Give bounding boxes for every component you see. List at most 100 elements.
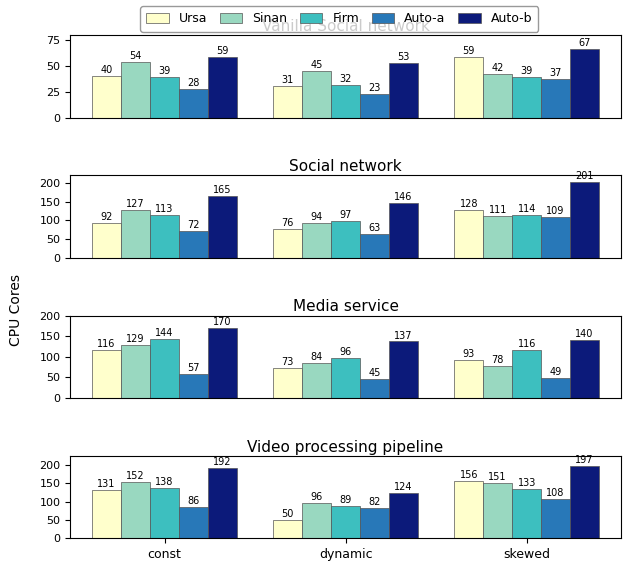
Bar (150, 215, 179, 258)
Bar (389, 493, 418, 538)
Text: 89: 89 (339, 494, 352, 505)
Bar (92, 76, 121, 118)
Bar (331, 85, 360, 118)
Text: 39: 39 (159, 66, 171, 77)
Bar (360, 94, 389, 118)
Text: 39: 39 (520, 66, 532, 77)
Bar (273, 85, 302, 118)
Text: 152: 152 (126, 472, 145, 481)
Text: 49: 49 (550, 367, 562, 377)
Bar (273, 368, 302, 398)
Bar (512, 490, 541, 538)
Text: 63: 63 (369, 223, 381, 233)
Text: 146: 146 (394, 192, 413, 202)
Legend: Ursa, Sinan, Firm, Auto-a, Auto-b: Ursa, Sinan, Firm, Auto-a, Auto-b (140, 6, 538, 32)
Bar (121, 483, 150, 538)
Bar (570, 340, 599, 398)
Text: 151: 151 (488, 472, 507, 482)
Text: 57: 57 (188, 363, 200, 373)
Bar (92, 223, 121, 258)
Bar (179, 507, 208, 538)
Bar (208, 196, 237, 258)
Bar (92, 350, 121, 398)
Bar (360, 508, 389, 538)
Text: 84: 84 (310, 352, 323, 362)
Bar (150, 488, 179, 538)
Text: 59: 59 (216, 46, 228, 56)
Text: 96: 96 (339, 347, 352, 357)
Bar (483, 483, 512, 538)
Text: 97: 97 (339, 211, 352, 221)
Text: 45: 45 (310, 60, 323, 70)
Bar (512, 215, 541, 258)
Text: 197: 197 (575, 455, 594, 465)
Bar (179, 231, 208, 258)
Text: 23: 23 (369, 83, 381, 93)
Bar (179, 89, 208, 118)
Bar (331, 505, 360, 538)
Text: 94: 94 (310, 212, 323, 222)
Text: 144: 144 (156, 328, 173, 338)
Bar (179, 374, 208, 398)
Bar (454, 481, 483, 538)
Bar (302, 71, 331, 118)
Bar (208, 57, 237, 118)
Bar (454, 360, 483, 398)
Text: 76: 76 (282, 218, 294, 228)
Bar (150, 339, 179, 398)
Bar (541, 217, 570, 258)
Bar (360, 234, 389, 258)
Bar (389, 63, 418, 118)
Text: 50: 50 (282, 509, 294, 519)
Text: 116: 116 (518, 339, 536, 349)
Text: 45: 45 (369, 369, 381, 378)
Bar (302, 363, 331, 398)
Bar (454, 210, 483, 258)
Text: 128: 128 (460, 199, 478, 209)
Text: 201: 201 (575, 171, 594, 181)
Text: 192: 192 (213, 457, 232, 467)
Bar (483, 216, 512, 258)
Bar (331, 359, 360, 398)
Bar (302, 503, 331, 538)
Bar (483, 74, 512, 118)
Text: 156: 156 (460, 470, 478, 480)
Text: 92: 92 (100, 212, 113, 222)
Bar (570, 183, 599, 258)
Text: 124: 124 (394, 482, 413, 492)
Bar (302, 222, 331, 258)
Text: 53: 53 (397, 52, 410, 62)
Text: 67: 67 (579, 37, 591, 47)
Title: Media service: Media service (292, 300, 399, 314)
Text: 72: 72 (188, 220, 200, 230)
Title: Social network: Social network (289, 159, 402, 174)
Text: 82: 82 (369, 497, 381, 507)
Text: 37: 37 (549, 68, 562, 78)
Bar (483, 366, 512, 398)
Text: 137: 137 (394, 331, 413, 340)
Bar (150, 77, 179, 118)
Text: 127: 127 (126, 199, 145, 209)
Text: 96: 96 (310, 492, 323, 502)
Text: 59: 59 (463, 46, 475, 56)
Bar (541, 498, 570, 538)
Text: 116: 116 (97, 339, 116, 349)
Text: CPU Cores: CPU Cores (9, 274, 23, 346)
Bar (121, 345, 150, 398)
Text: 31: 31 (282, 75, 294, 85)
Text: 78: 78 (492, 355, 504, 365)
Bar (389, 342, 418, 398)
Text: 86: 86 (188, 495, 200, 505)
Bar (570, 466, 599, 538)
Bar (273, 520, 302, 538)
Text: 170: 170 (213, 317, 232, 327)
Text: 140: 140 (575, 329, 594, 339)
Text: 133: 133 (518, 479, 536, 488)
Text: 54: 54 (129, 51, 142, 61)
Bar (454, 57, 483, 118)
Title: Vanilla Social network: Vanilla Social network (262, 19, 429, 34)
Title: Video processing pipeline: Video processing pipeline (248, 439, 444, 455)
Bar (541, 378, 570, 398)
Text: 108: 108 (547, 488, 565, 498)
Bar (512, 350, 541, 398)
